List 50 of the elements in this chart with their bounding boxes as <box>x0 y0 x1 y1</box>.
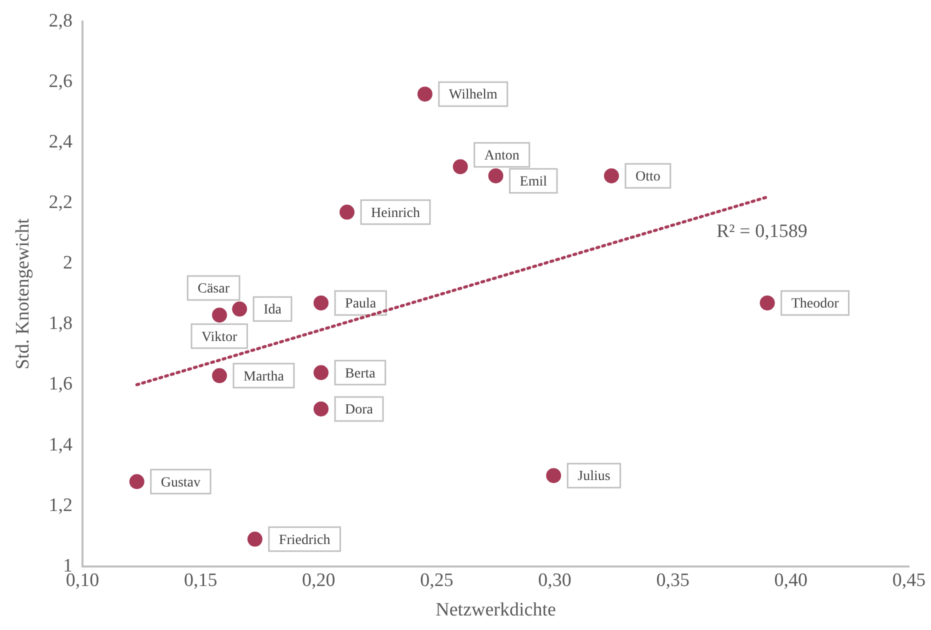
y-tick-label: 2,2 <box>48 192 73 214</box>
x-tick-label: 0,40 <box>774 570 808 591</box>
x-tick-label: 0,15 <box>184 570 218 591</box>
x-tick-label: 0,20 <box>302 570 336 591</box>
point <box>314 401 329 416</box>
annotation: Cäsar <box>198 282 230 297</box>
point <box>314 295 329 310</box>
point <box>417 86 432 102</box>
point <box>546 468 562 484</box>
y-tick-label: 1,8 <box>48 313 73 334</box>
point <box>488 168 504 184</box>
point <box>760 295 775 310</box>
annotation: Paula <box>345 296 377 312</box>
annotation: Viktor <box>202 330 238 345</box>
x-tick-label: 0,30 <box>538 570 572 591</box>
point <box>340 204 355 220</box>
y-tick-label: 2,8 <box>48 10 73 32</box>
annotation: Gustav <box>160 475 201 490</box>
annotation: Ida <box>264 302 282 318</box>
x-tick-label: 0,45 <box>892 570 926 591</box>
y-axis-title: Std. Knotengewicht <box>12 218 34 370</box>
annotation: Dora <box>345 402 374 418</box>
annotation: Otto <box>635 169 660 184</box>
point <box>212 308 228 323</box>
annotation: R² = 0,1589 <box>716 220 808 242</box>
point <box>314 365 329 380</box>
y-tick-label: 1,6 <box>48 374 73 395</box>
y-tick-label: 2,4 <box>48 131 74 152</box>
annotation: Martha <box>244 369 285 384</box>
y-tick-label: 1,2 <box>48 494 73 516</box>
x-axis-title: Netzwerkdichte <box>436 600 556 621</box>
annotation: Wilhelm <box>448 88 498 103</box>
point <box>247 532 262 547</box>
point <box>604 168 619 184</box>
point <box>452 159 468 174</box>
annotation: Theodor <box>791 296 840 312</box>
annotation: Julius <box>578 469 610 484</box>
y-tick-label: 2 <box>63 252 73 274</box>
annotation: Friedrich <box>278 532 330 548</box>
annotation: Emil <box>520 174 548 190</box>
y-tick-label: 1,4 <box>48 434 74 456</box>
point <box>212 368 228 384</box>
annotation: Heinrich <box>371 206 420 221</box>
point <box>232 302 248 317</box>
point <box>129 474 144 490</box>
x-tick-label: 0,25 <box>420 570 454 591</box>
annotation: Anton <box>484 148 520 164</box>
annotation: Berta <box>345 366 376 382</box>
y-tick-label: 2,6 <box>48 70 73 92</box>
x-tick-label: 0,35 <box>656 570 690 591</box>
